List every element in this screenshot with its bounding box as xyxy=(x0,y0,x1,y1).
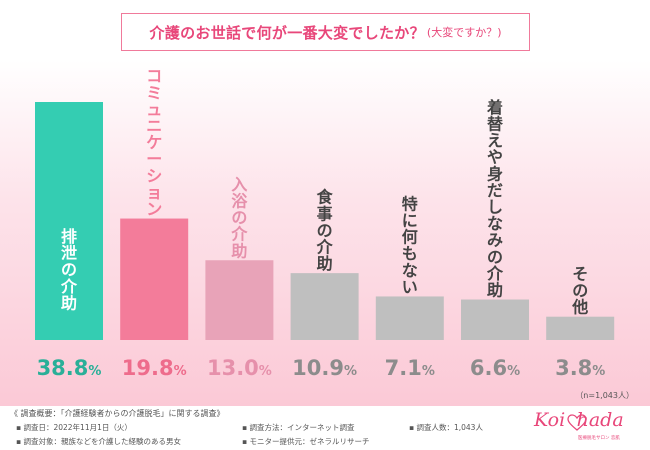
survey-date: ▪ 調査日：2022年11月1日（火） xyxy=(16,423,132,432)
bar-3 xyxy=(290,273,359,340)
bar-2 xyxy=(205,260,274,340)
sample-size-note: （n=1,043人） xyxy=(575,391,634,400)
category-label-6: その他 xyxy=(571,264,588,316)
bar-6 xyxy=(546,316,615,340)
value-label-4: 7.1% xyxy=(385,356,435,380)
heart-icon xyxy=(567,414,587,431)
value-label-2: 13.0% xyxy=(207,356,272,380)
survey-count: ▪ 調査人数：1,043人 xyxy=(409,423,483,432)
category-label-0: 排泄の介助 xyxy=(60,227,78,312)
survey-method: ▪ 調査方法：インターネット調査 xyxy=(242,423,355,432)
chart-title-box: 介護のお世話で何が一番大変でしたか？ (大変ですか？) xyxy=(121,13,530,51)
survey-target: ▪ 調査対象：親族などを介護した経験のある男女 xyxy=(16,437,181,446)
logo-tagline: 医療脱毛サロン 恋肌 xyxy=(578,436,620,441)
category-label-5: 着替えや身だしなみの介助 xyxy=(486,98,504,300)
survey-heading: 《 調査概要：「介護経験者からの介護脱毛」に関する調査》 xyxy=(10,409,225,418)
bar-chart: 排泄の介助 38.8% コミュニケーション 19.8% 入浴の介助 13.0% 食事の介助 1… xyxy=(35,67,634,400)
bar-1 xyxy=(120,218,189,340)
survey-provider: ▪ モニター提供元：ゼネラルリサーチ xyxy=(242,437,370,446)
value-label-0: 38.8% xyxy=(37,356,102,380)
value-label-3: 10.9% xyxy=(292,356,357,380)
category-label-3: 食事の介助 xyxy=(316,188,334,273)
logo-wordmark: Koi hada xyxy=(534,409,624,431)
chart-title: 介護のお世話で何が一番大変でしたか？ xyxy=(149,23,425,42)
chart-subtitle: (大変ですか？) xyxy=(426,26,502,39)
value-label-5: 6.6% xyxy=(470,356,520,380)
category-label-2: 入浴の介助 xyxy=(230,175,248,260)
survey-footer: 《 調査概要：「介護経験者からの介護脱毛」に関する調査》 ▪ 調査日：2022年… xyxy=(0,406,650,450)
category-label-4: 特に何もない xyxy=(402,194,418,296)
value-label-6: 3.8% xyxy=(555,356,605,380)
bar-0 xyxy=(35,102,103,340)
category-label-1: コミュニケーション xyxy=(146,67,162,219)
bar-4 xyxy=(375,296,444,340)
value-label-1: 19.8% xyxy=(122,356,187,380)
koihada-logo: Koi hada 医療脱毛サロン 恋肌 xyxy=(530,409,640,447)
bar-5 xyxy=(461,299,529,340)
